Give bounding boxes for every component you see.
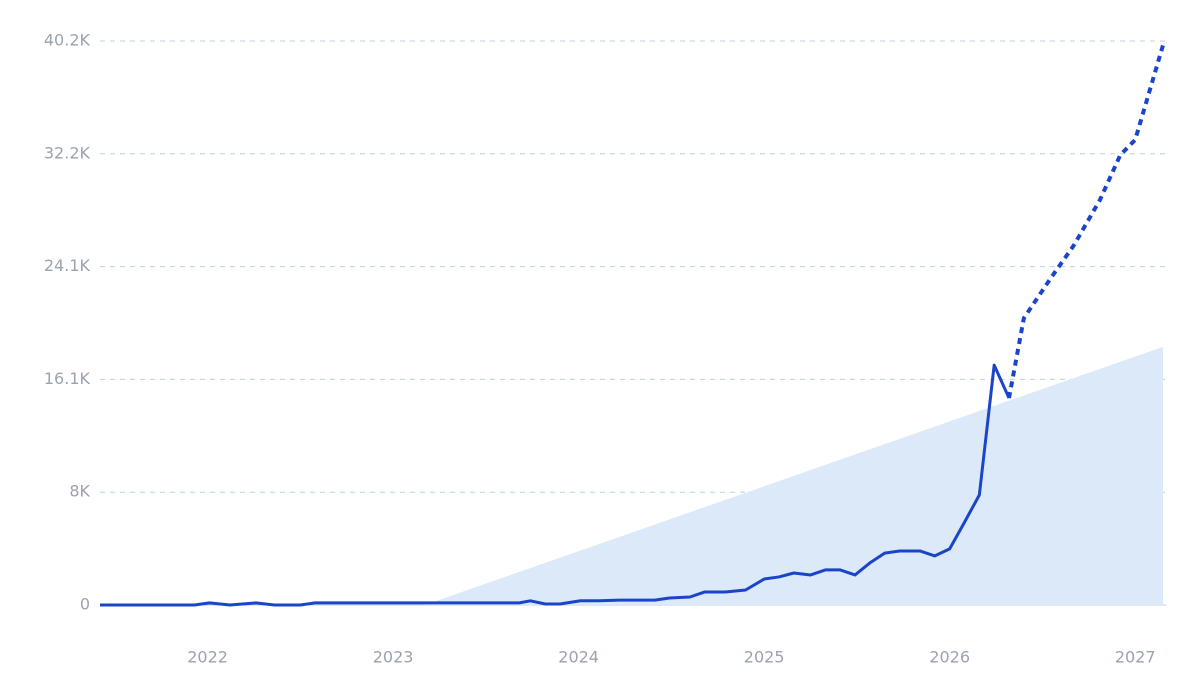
trend-area — [424, 346, 1163, 605]
x-tick-label: 2024 — [558, 648, 599, 667]
y-tick-label: 8K — [69, 482, 90, 501]
x-tick-label: 2027 — [1115, 648, 1156, 667]
forecast-line — [1007, 44, 1165, 399]
y-tick-label: 24.1K — [44, 256, 91, 275]
y-tick-label: 40.2K — [44, 31, 91, 50]
x-tick-label: 2026 — [929, 648, 970, 667]
x-tick-label: 2025 — [744, 648, 785, 667]
y-tick-label: 0 — [80, 595, 90, 614]
y-tick-label: 32.2K — [44, 143, 91, 162]
x-tick-label: 2023 — [373, 648, 414, 667]
y-tick-label: 16.1K — [44, 369, 91, 388]
trend-line — [100, 363, 1011, 607]
x-tick-label: 2022 — [187, 648, 228, 667]
